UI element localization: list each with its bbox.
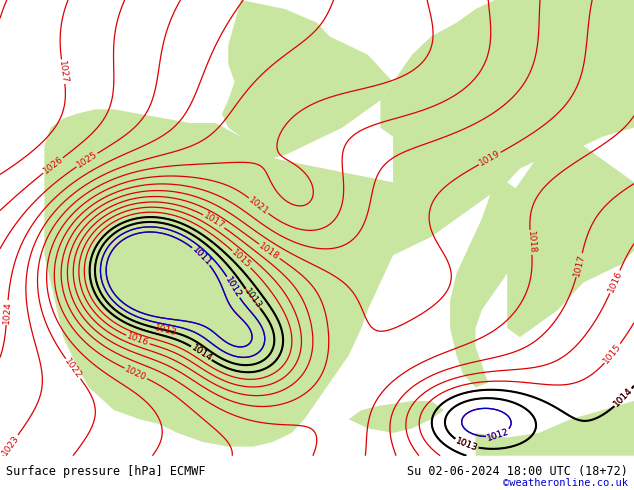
Polygon shape (349, 401, 444, 433)
Text: 1015: 1015 (230, 248, 253, 270)
Text: 1026: 1026 (41, 155, 65, 176)
Text: 1012: 1012 (223, 275, 243, 299)
Text: 1018: 1018 (526, 230, 536, 254)
Polygon shape (476, 401, 634, 456)
Text: ©weatheronline.co.uk: ©weatheronline.co.uk (503, 478, 628, 488)
Text: 1016: 1016 (126, 332, 150, 348)
Polygon shape (507, 137, 634, 337)
Text: 1013: 1013 (454, 436, 479, 453)
Text: 1014: 1014 (190, 343, 214, 363)
Polygon shape (450, 182, 539, 387)
Text: 1024: 1024 (2, 301, 13, 324)
Polygon shape (241, 0, 634, 264)
Text: 1025: 1025 (75, 150, 99, 170)
Polygon shape (44, 109, 399, 446)
Text: 1016: 1016 (606, 270, 624, 294)
Text: 1014: 1014 (612, 386, 634, 409)
Text: 1011: 1011 (190, 245, 213, 268)
Text: 1014: 1014 (190, 343, 214, 363)
Text: Su 02-06-2024 18:00 UTC (18+72): Su 02-06-2024 18:00 UTC (18+72) (407, 466, 628, 478)
Text: 1012: 1012 (486, 427, 510, 443)
Text: Surface pressure [hPa] ECMWF: Surface pressure [hPa] ECMWF (6, 466, 206, 478)
Text: 1018: 1018 (257, 241, 281, 262)
Text: 1017: 1017 (572, 253, 586, 277)
Text: 1013: 1013 (242, 287, 263, 311)
Text: 1011: 1011 (190, 245, 213, 268)
Text: 1013: 1013 (153, 323, 178, 337)
Polygon shape (222, 0, 393, 160)
Text: 1012: 1012 (223, 275, 243, 299)
Text: 1021: 1021 (247, 195, 270, 217)
Text: 1022: 1022 (63, 357, 84, 381)
Text: 1012: 1012 (486, 427, 510, 443)
Text: 1020: 1020 (124, 365, 148, 382)
Text: 1017: 1017 (202, 211, 226, 231)
Text: 1015: 1015 (602, 342, 623, 366)
Text: 1023: 1023 (1, 433, 21, 457)
Text: 1019: 1019 (477, 149, 502, 168)
Text: 1013: 1013 (454, 436, 479, 453)
Text: 1027: 1027 (57, 60, 69, 84)
Text: 1014: 1014 (612, 386, 634, 409)
